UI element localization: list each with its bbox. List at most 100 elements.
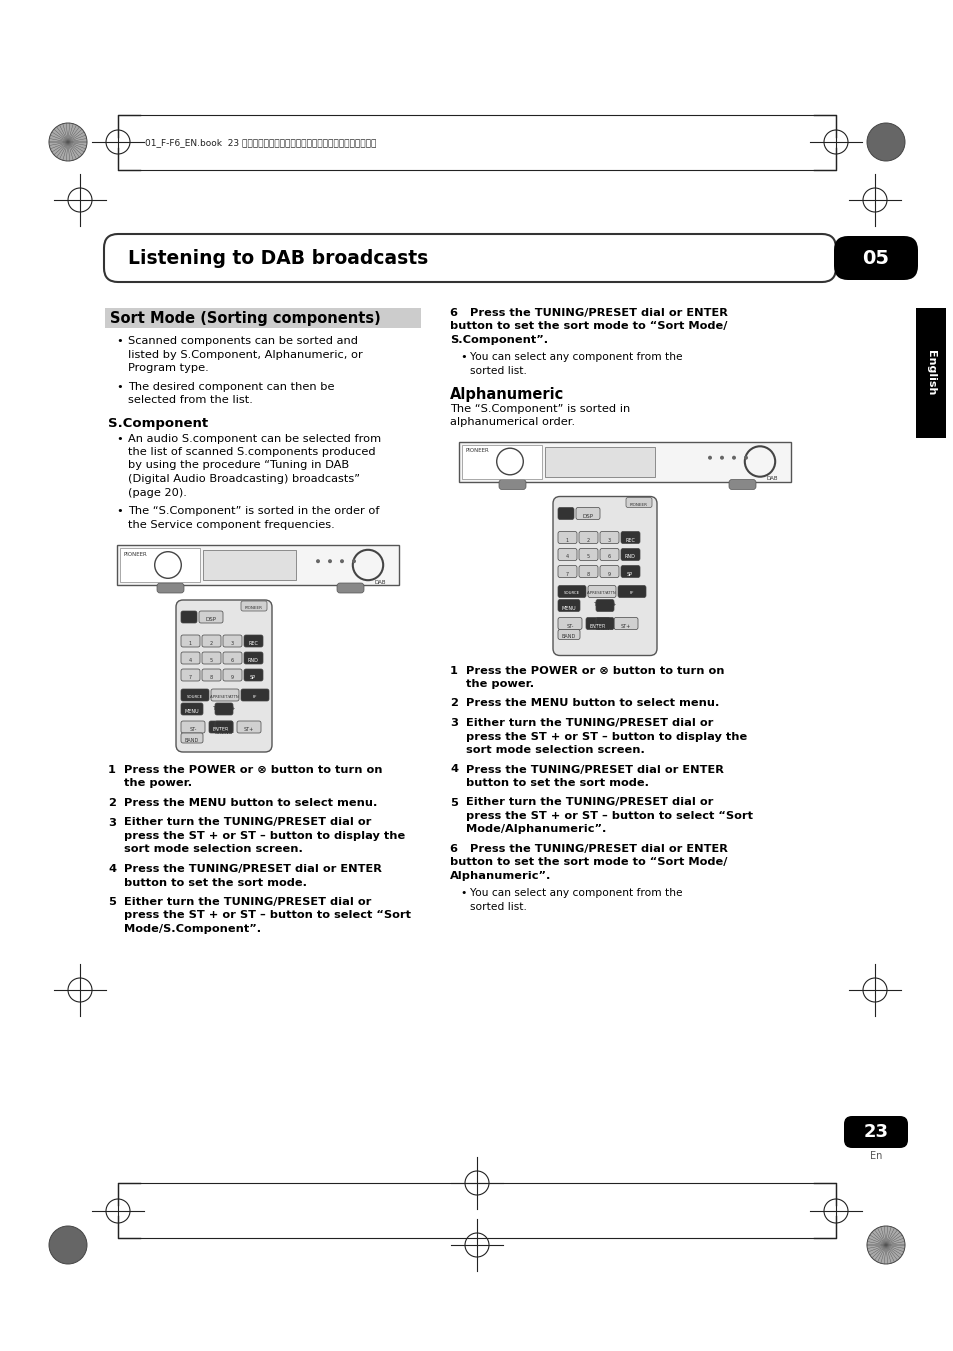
- FancyBboxPatch shape: [599, 566, 618, 577]
- FancyBboxPatch shape: [117, 544, 398, 585]
- FancyBboxPatch shape: [596, 600, 614, 612]
- FancyBboxPatch shape: [553, 497, 657, 655]
- FancyBboxPatch shape: [576, 508, 599, 520]
- Circle shape: [731, 455, 735, 459]
- Text: S.Component: S.Component: [108, 417, 208, 431]
- FancyBboxPatch shape: [558, 531, 577, 543]
- Circle shape: [49, 123, 87, 161]
- FancyBboxPatch shape: [202, 653, 221, 663]
- Text: selected from the list.: selected from the list.: [128, 394, 253, 405]
- FancyBboxPatch shape: [181, 611, 196, 623]
- FancyBboxPatch shape: [558, 585, 585, 597]
- Text: sorted list.: sorted list.: [470, 902, 526, 912]
- Text: button to set the sort mode to “Sort Mode/: button to set the sort mode to “Sort Mod…: [450, 858, 726, 867]
- FancyBboxPatch shape: [578, 566, 598, 577]
- FancyBboxPatch shape: [223, 635, 242, 647]
- Text: PIONEER: PIONEER: [629, 503, 647, 507]
- Text: Mode/Alphanumeric”.: Mode/Alphanumeric”.: [465, 824, 606, 835]
- FancyBboxPatch shape: [181, 721, 205, 734]
- Text: The desired component can then be: The desired component can then be: [128, 381, 335, 392]
- Text: BAND: BAND: [185, 738, 199, 743]
- FancyBboxPatch shape: [199, 611, 223, 623]
- Text: DAB: DAB: [375, 580, 386, 585]
- FancyBboxPatch shape: [157, 584, 184, 593]
- Text: You can select any component from the: You can select any component from the: [470, 353, 682, 362]
- FancyBboxPatch shape: [336, 584, 364, 593]
- Circle shape: [743, 455, 747, 459]
- Text: 01_F-F6_EN.book  23 ページ　２００７年９月３日　月曜日　午後１時５８分: 01_F-F6_EN.book 23 ページ ２００７年９月３日 月曜日 午後１…: [145, 139, 376, 147]
- Text: press the ST + or ST – button to select “Sort: press the ST + or ST – button to select …: [124, 911, 411, 920]
- Text: ST-: ST-: [566, 624, 573, 628]
- FancyBboxPatch shape: [620, 566, 639, 577]
- Text: REC: REC: [624, 538, 635, 543]
- FancyBboxPatch shape: [498, 480, 525, 489]
- Text: SP: SP: [250, 676, 255, 680]
- Text: SOURCE: SOURCE: [563, 592, 579, 596]
- FancyBboxPatch shape: [214, 703, 233, 715]
- Text: 7: 7: [565, 571, 568, 577]
- Text: 2: 2: [586, 538, 589, 543]
- Text: 1: 1: [189, 640, 192, 646]
- FancyBboxPatch shape: [558, 630, 579, 639]
- FancyBboxPatch shape: [181, 669, 200, 681]
- Text: button to set the sort mode to “Sort Mode/: button to set the sort mode to “Sort Mod…: [450, 322, 726, 331]
- Text: Press the TUNING/PRESET dial or ENTER: Press the TUNING/PRESET dial or ENTER: [465, 765, 723, 774]
- Text: 8: 8: [586, 571, 589, 577]
- Text: •: •: [459, 889, 466, 898]
- Text: SOURCE: SOURCE: [187, 694, 203, 698]
- FancyBboxPatch shape: [181, 734, 203, 743]
- Bar: [915, 308, 945, 438]
- Text: DSP: DSP: [582, 513, 593, 519]
- Text: 3: 3: [231, 640, 233, 646]
- Text: RND: RND: [247, 658, 258, 663]
- FancyBboxPatch shape: [625, 497, 651, 508]
- FancyBboxPatch shape: [578, 549, 598, 561]
- Text: Press the POWER or ⊗ button to turn on: Press the POWER or ⊗ button to turn on: [465, 666, 723, 676]
- Text: button to set the sort mode.: button to set the sort mode.: [124, 878, 307, 888]
- Text: MENU: MENU: [185, 709, 199, 713]
- Text: 4: 4: [108, 865, 116, 874]
- Text: by using the procedure “Tuning in DAB: by using the procedure “Tuning in DAB: [128, 461, 349, 470]
- Text: the power.: the power.: [124, 778, 192, 789]
- Text: FF: FF: [253, 694, 257, 698]
- FancyBboxPatch shape: [202, 635, 221, 647]
- Text: 2: 2: [450, 698, 457, 708]
- Text: Press the MENU button to select menu.: Press the MENU button to select menu.: [465, 698, 719, 708]
- FancyBboxPatch shape: [214, 721, 233, 734]
- FancyBboxPatch shape: [614, 617, 638, 630]
- FancyBboxPatch shape: [585, 617, 609, 630]
- Text: 7: 7: [189, 676, 192, 680]
- Circle shape: [866, 1225, 904, 1265]
- Text: (page 20).: (page 20).: [128, 488, 187, 497]
- Bar: [105, 308, 420, 328]
- Text: 1: 1: [450, 666, 457, 676]
- FancyBboxPatch shape: [223, 653, 242, 663]
- Text: 2: 2: [108, 798, 115, 808]
- Text: Either turn the TUNING/PRESET dial or: Either turn the TUNING/PRESET dial or: [465, 717, 713, 728]
- Text: TUNING+: TUNING+: [593, 603, 616, 608]
- FancyBboxPatch shape: [558, 549, 577, 561]
- FancyBboxPatch shape: [833, 236, 917, 280]
- FancyBboxPatch shape: [241, 689, 269, 701]
- Text: 4: 4: [450, 765, 457, 774]
- Text: ST+: ST+: [244, 727, 253, 732]
- Text: PIONEER: PIONEER: [124, 553, 148, 557]
- Text: Either turn the TUNING/PRESET dial or: Either turn the TUNING/PRESET dial or: [465, 797, 713, 808]
- FancyBboxPatch shape: [620, 549, 639, 561]
- FancyBboxPatch shape: [578, 531, 598, 543]
- Text: 4: 4: [189, 658, 192, 663]
- Bar: [544, 446, 655, 477]
- Text: Mode/S.Component”.: Mode/S.Component”.: [124, 924, 261, 934]
- Bar: [461, 444, 541, 478]
- Bar: [203, 550, 295, 580]
- FancyBboxPatch shape: [620, 531, 639, 543]
- Text: 6   Press the TUNING/PRESET dial or ENTER: 6 Press the TUNING/PRESET dial or ENTER: [450, 308, 727, 317]
- Text: 6: 6: [231, 658, 233, 663]
- Text: You can select any component from the: You can select any component from the: [470, 889, 682, 898]
- Text: Alphanumeric: Alphanumeric: [450, 388, 563, 403]
- Text: English: English: [925, 350, 935, 396]
- Text: 6: 6: [607, 554, 610, 559]
- Text: 5: 5: [450, 797, 457, 808]
- Text: The “S.Component” is sorted in the order of: The “S.Component” is sorted in the order…: [128, 507, 379, 516]
- Text: The “S.Component” is sorted in: The “S.Component” is sorted in: [450, 404, 630, 413]
